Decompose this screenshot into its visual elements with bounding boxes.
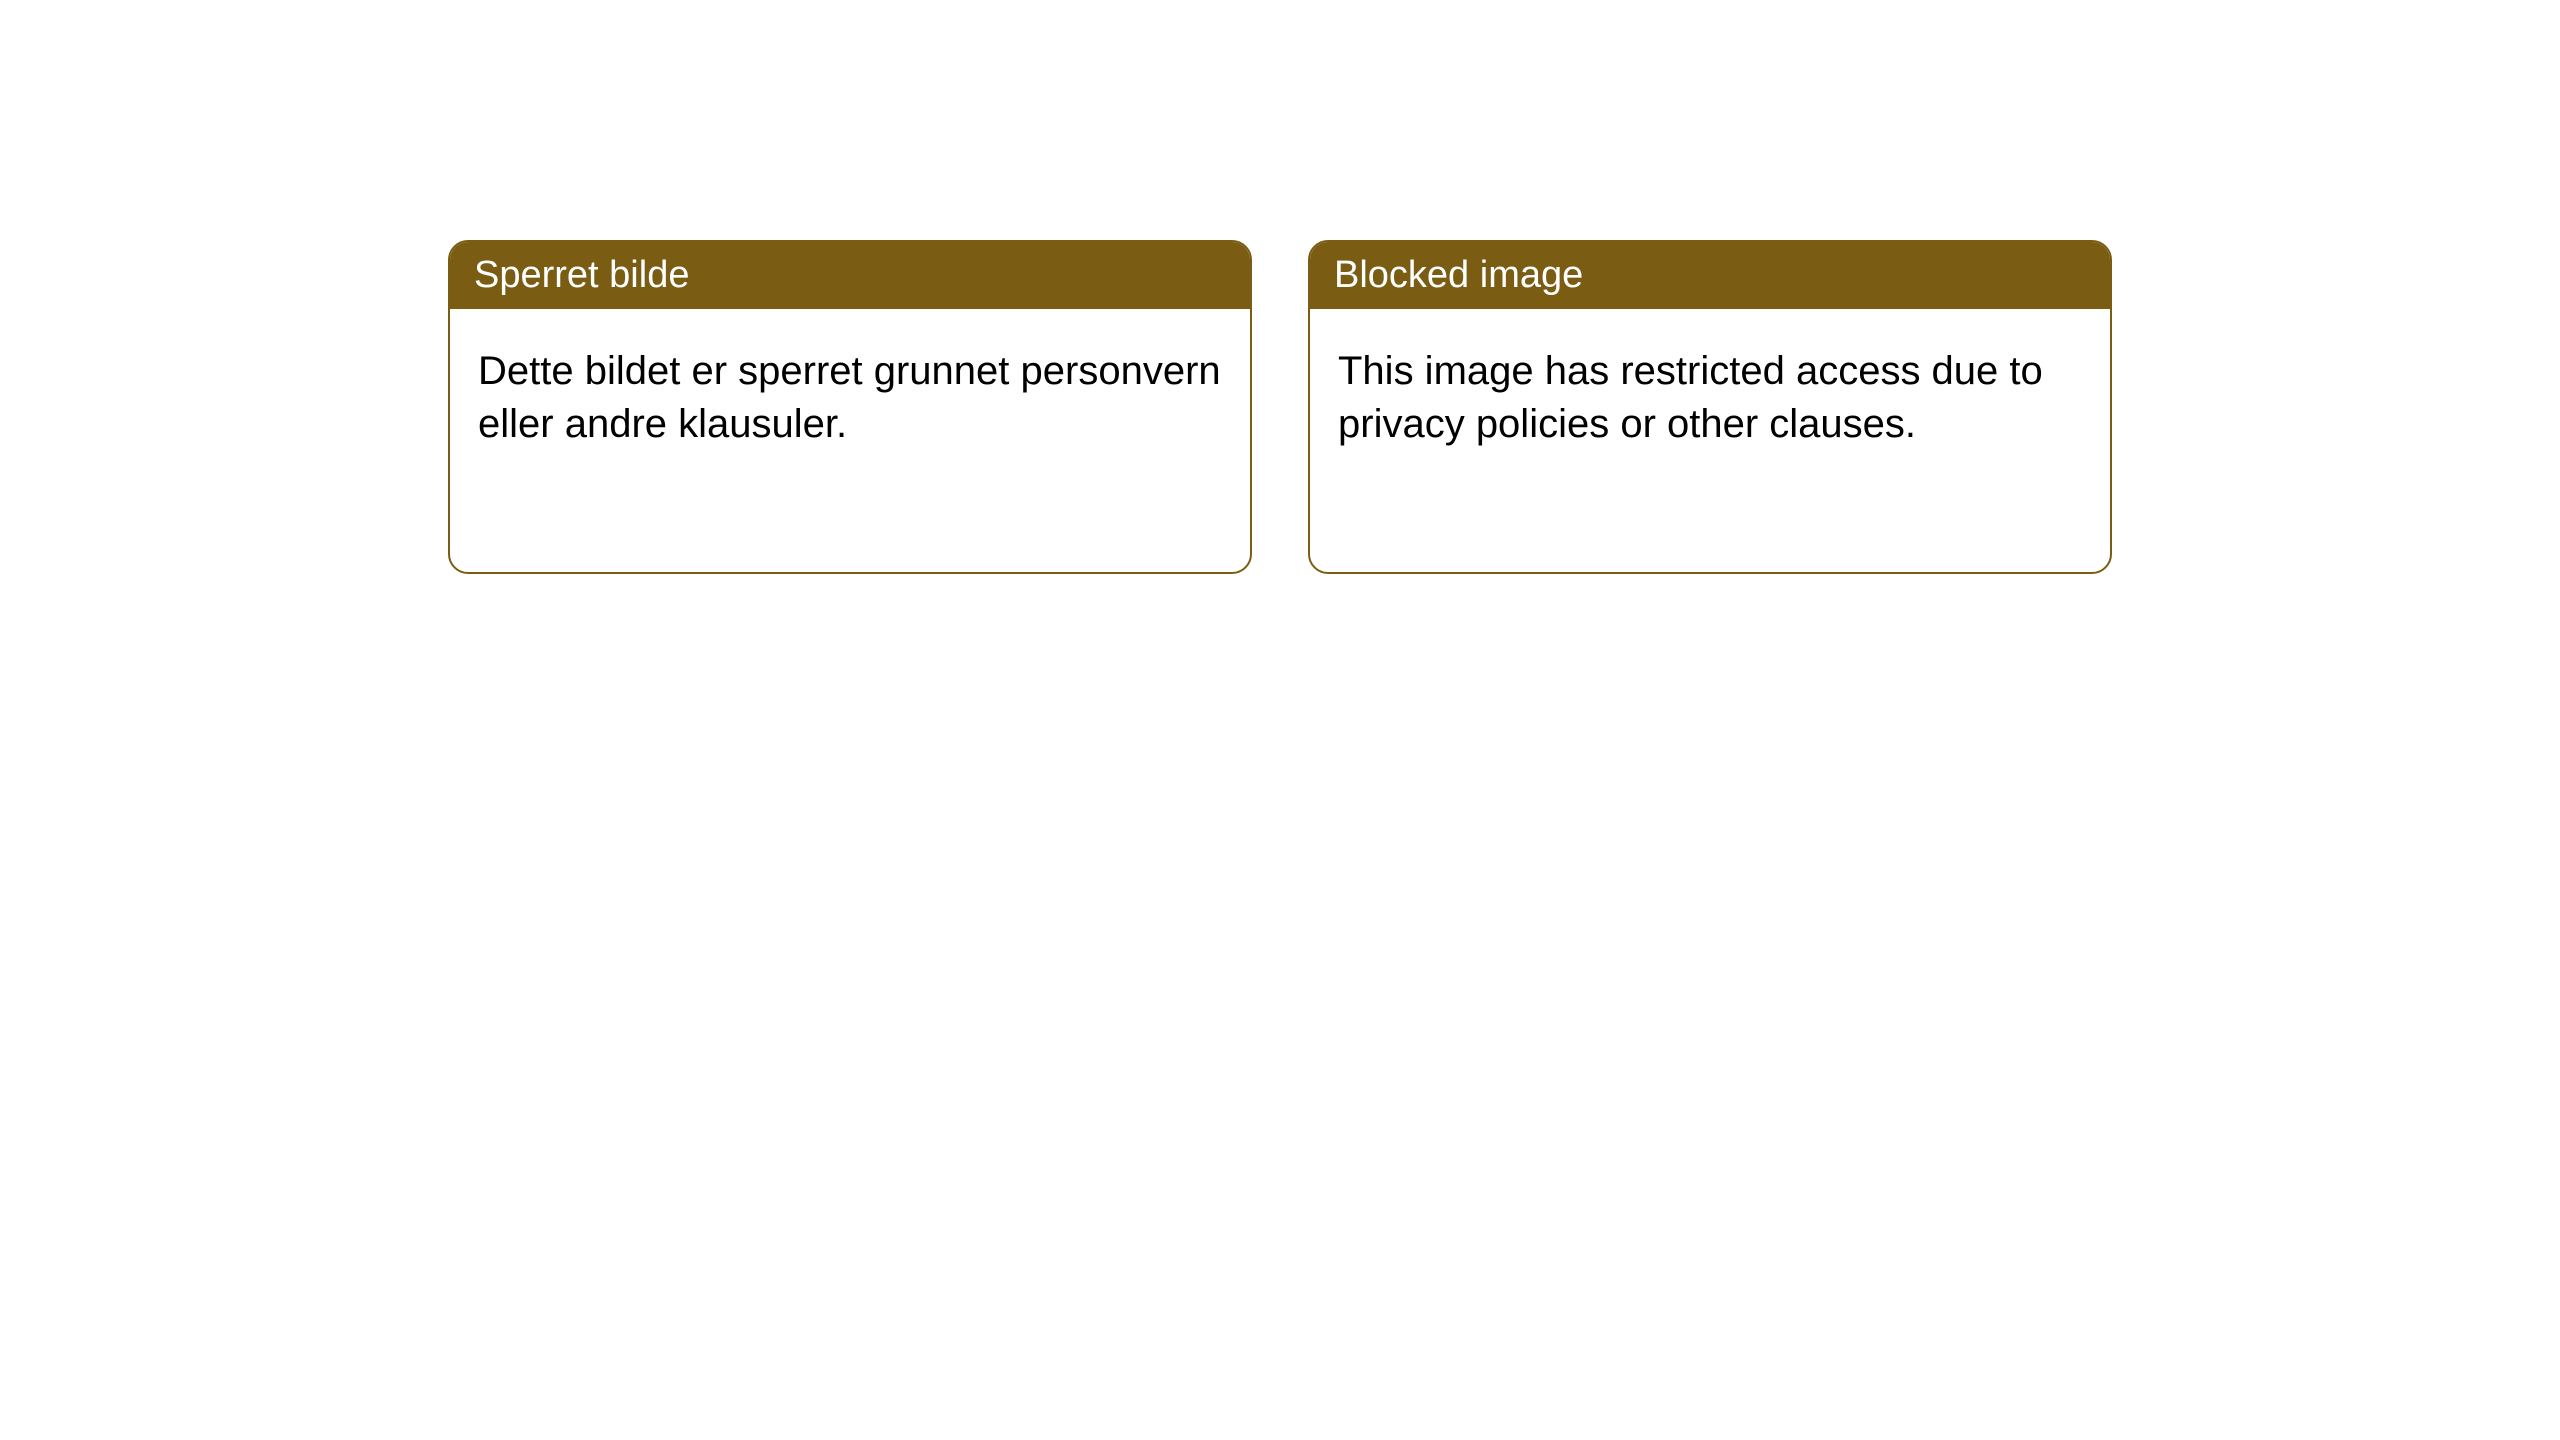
card-message-en: This image has restricted access due to … (1338, 349, 2043, 446)
card-body-no: Dette bildet er sperret grunnet personve… (450, 309, 1250, 487)
card-message-no: Dette bildet er sperret grunnet personve… (478, 349, 1221, 446)
blocked-image-card-no: Sperret bilde Dette bildet er sperret gr… (448, 240, 1252, 574)
cards-container: Sperret bilde Dette bildet er sperret gr… (0, 0, 2560, 574)
card-header-no: Sperret bilde (450, 242, 1250, 309)
card-header-en: Blocked image (1310, 242, 2110, 309)
blocked-image-card-en: Blocked image This image has restricted … (1308, 240, 2112, 574)
card-title-no: Sperret bilde (474, 254, 689, 296)
card-body-en: This image has restricted access due to … (1310, 309, 2110, 487)
card-title-en: Blocked image (1334, 254, 1583, 296)
